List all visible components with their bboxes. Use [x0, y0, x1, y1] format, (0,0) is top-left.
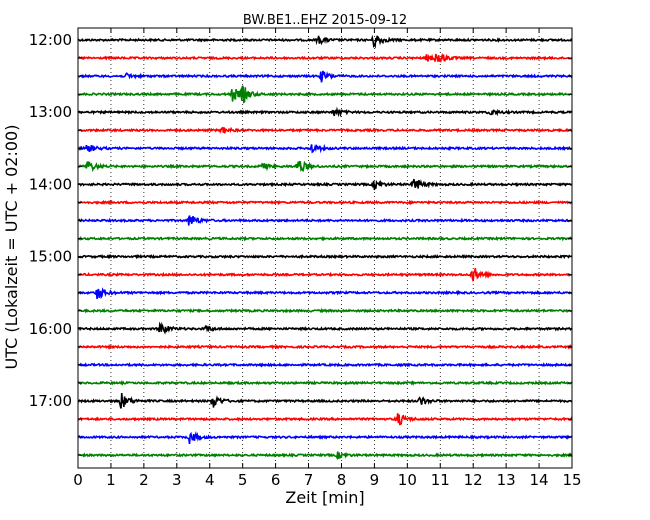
trace-1645 [77, 380, 573, 386]
trace-1300 [77, 106, 573, 118]
trace-1430 [77, 215, 573, 226]
trace-1745 [77, 451, 573, 461]
trace-1445 [77, 235, 573, 242]
trace-1415 [77, 199, 573, 206]
trace-1230 [77, 70, 573, 83]
trace-1715 [77, 413, 573, 426]
x-tick-label: 4 [205, 471, 215, 489]
x-tick-label: 7 [304, 471, 314, 489]
x-tick-label: 15 [562, 471, 581, 489]
x-tick-label: 13 [497, 471, 516, 489]
x-tick-label: 5 [238, 471, 248, 489]
axis-ticks: 0 1 2 3 4 5 6 7 8 9 10 11 12 13 14 1512:0013:0014:0015:… [29, 28, 582, 489]
x-tick-label: 12 [464, 471, 483, 489]
trace-1345 [77, 160, 573, 173]
x-tick-label: 6 [271, 471, 281, 489]
x-tick-label: 2 [139, 471, 149, 489]
x-tick-label: 8 [337, 471, 347, 489]
y-tick-label: 12:00 [29, 31, 72, 49]
x-tick-label: 10 [398, 471, 417, 489]
x-tick-label: 14 [530, 471, 549, 489]
x-tick-label: 11 [431, 471, 450, 489]
x-tick-label: 9 [370, 471, 380, 489]
y-tick-label: 16:00 [29, 320, 72, 338]
trace-1500 [77, 253, 573, 260]
traces [77, 34, 573, 461]
trace-1600 [77, 321, 573, 335]
trace-1615 [77, 343, 573, 350]
trace-1315 [77, 126, 573, 134]
y-tick-label: 14:00 [29, 175, 72, 193]
grid-lines [110, 28, 540, 468]
trace-1245 [77, 85, 573, 104]
trace-1400 [77, 178, 573, 191]
y-tick-label: 13:00 [29, 103, 72, 121]
x-axis-label: Zeit [min] [285, 488, 364, 507]
y-tick-label: 17:00 [29, 392, 72, 410]
trace-1730 [77, 430, 573, 444]
x-tick-label: 3 [172, 471, 182, 489]
x-tick-label: 1 [106, 471, 116, 489]
x-tick-label: 0 [73, 471, 83, 489]
trace-1530 [77, 287, 573, 300]
chart-title: BW.BE1..EHZ 2015-09-12 [243, 13, 407, 28]
trace-1700 [77, 392, 573, 409]
trace-1630 [77, 362, 573, 368]
plot-frame [77, 27, 573, 469]
trace-1515 [77, 268, 573, 282]
trace-1545 [77, 307, 573, 314]
trace-1215 [77, 52, 573, 64]
trace-1200 [77, 34, 573, 49]
y-tick-label: 15:00 [29, 248, 72, 266]
y-axis-label: UTC (Lokalzeit = UTC + 02:00) [2, 125, 21, 370]
trace-1330 [77, 143, 573, 154]
